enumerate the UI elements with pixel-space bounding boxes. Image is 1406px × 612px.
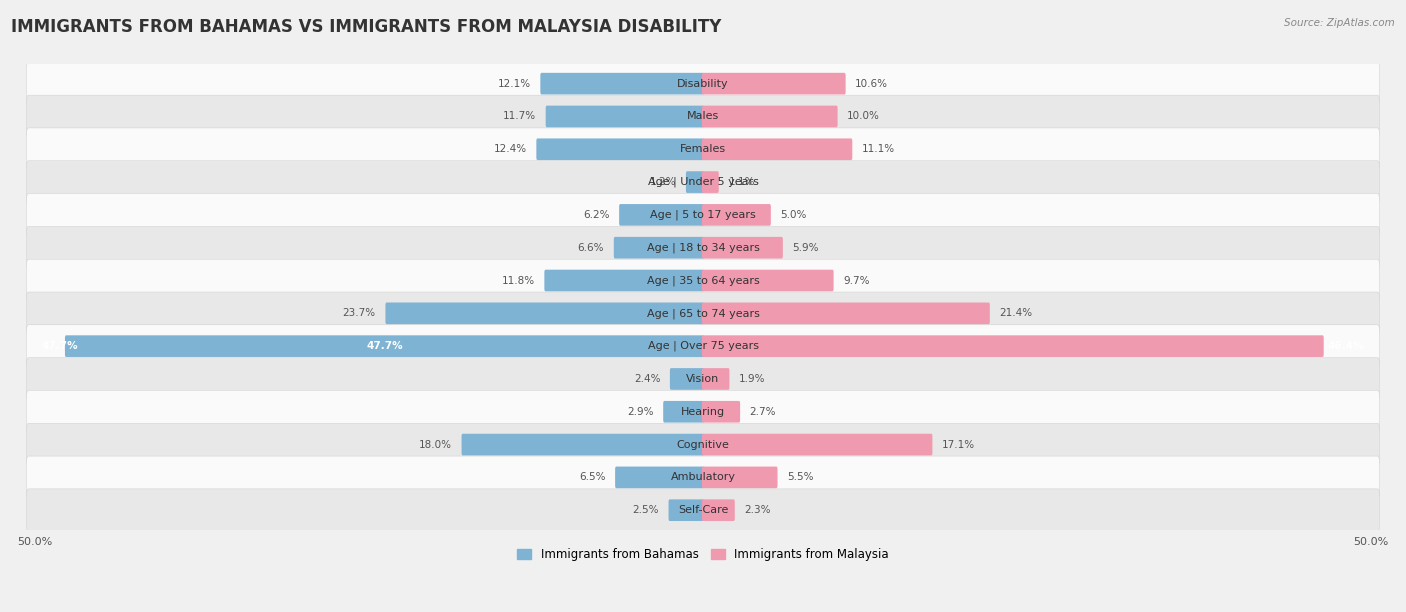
FancyBboxPatch shape (616, 466, 704, 488)
Text: 10.0%: 10.0% (848, 111, 880, 121)
Text: 5.5%: 5.5% (787, 472, 814, 482)
FancyBboxPatch shape (27, 259, 1379, 302)
FancyBboxPatch shape (664, 401, 704, 423)
FancyBboxPatch shape (546, 106, 704, 127)
Legend: Immigrants from Bahamas, Immigrants from Malaysia: Immigrants from Bahamas, Immigrants from… (513, 543, 893, 566)
FancyBboxPatch shape (27, 325, 1379, 367)
Text: 6.6%: 6.6% (578, 243, 605, 253)
Text: 9.7%: 9.7% (844, 275, 870, 286)
Text: 18.0%: 18.0% (419, 439, 451, 450)
Text: 2.7%: 2.7% (749, 407, 776, 417)
FancyBboxPatch shape (540, 73, 704, 94)
Text: 12.4%: 12.4% (494, 144, 527, 154)
Text: 21.4%: 21.4% (1000, 308, 1032, 318)
FancyBboxPatch shape (27, 62, 1379, 105)
FancyBboxPatch shape (27, 161, 1379, 203)
FancyBboxPatch shape (702, 237, 783, 258)
Text: 17.1%: 17.1% (942, 439, 976, 450)
FancyBboxPatch shape (27, 193, 1379, 236)
FancyBboxPatch shape (702, 302, 990, 324)
FancyBboxPatch shape (544, 270, 704, 291)
FancyBboxPatch shape (702, 204, 770, 226)
Text: Age | 18 to 34 years: Age | 18 to 34 years (647, 242, 759, 253)
FancyBboxPatch shape (702, 335, 1323, 357)
FancyBboxPatch shape (619, 204, 704, 226)
FancyBboxPatch shape (27, 95, 1379, 138)
Text: 2.5%: 2.5% (633, 505, 659, 515)
Text: Age | Over 75 years: Age | Over 75 years (648, 341, 758, 351)
Text: 23.7%: 23.7% (343, 308, 375, 318)
Text: Age | Under 5 years: Age | Under 5 years (648, 177, 758, 187)
FancyBboxPatch shape (27, 424, 1379, 466)
Text: 46.4%: 46.4% (1327, 341, 1364, 351)
Text: 11.1%: 11.1% (862, 144, 896, 154)
FancyBboxPatch shape (27, 292, 1379, 335)
FancyBboxPatch shape (27, 226, 1379, 269)
Text: Ambulatory: Ambulatory (671, 472, 735, 482)
Text: 2.3%: 2.3% (744, 505, 770, 515)
Text: IMMIGRANTS FROM BAHAMAS VS IMMIGRANTS FROM MALAYSIA DISABILITY: IMMIGRANTS FROM BAHAMAS VS IMMIGRANTS FR… (11, 18, 721, 36)
FancyBboxPatch shape (686, 171, 704, 193)
FancyBboxPatch shape (702, 106, 838, 127)
Text: 11.8%: 11.8% (502, 275, 534, 286)
FancyBboxPatch shape (668, 499, 704, 521)
Text: Males: Males (688, 111, 718, 121)
Text: 47.7%: 47.7% (366, 341, 402, 351)
Text: 6.2%: 6.2% (583, 210, 610, 220)
Text: Cognitive: Cognitive (676, 439, 730, 450)
Text: Vision: Vision (686, 374, 720, 384)
FancyBboxPatch shape (702, 270, 834, 291)
FancyBboxPatch shape (702, 466, 778, 488)
Text: 11.7%: 11.7% (503, 111, 536, 121)
FancyBboxPatch shape (614, 237, 704, 258)
Text: 2.4%: 2.4% (634, 374, 661, 384)
Text: Self-Care: Self-Care (678, 505, 728, 515)
FancyBboxPatch shape (27, 357, 1379, 400)
FancyBboxPatch shape (702, 368, 730, 390)
Text: Age | 65 to 74 years: Age | 65 to 74 years (647, 308, 759, 319)
FancyBboxPatch shape (27, 390, 1379, 433)
Text: 1.2%: 1.2% (650, 177, 676, 187)
FancyBboxPatch shape (702, 499, 735, 521)
FancyBboxPatch shape (702, 401, 740, 423)
Text: Age | 35 to 64 years: Age | 35 to 64 years (647, 275, 759, 286)
FancyBboxPatch shape (27, 456, 1379, 499)
FancyBboxPatch shape (702, 73, 845, 94)
FancyBboxPatch shape (27, 489, 1379, 532)
FancyBboxPatch shape (702, 171, 718, 193)
Text: 47.7%: 47.7% (42, 341, 79, 351)
Text: Source: ZipAtlas.com: Source: ZipAtlas.com (1284, 18, 1395, 28)
FancyBboxPatch shape (461, 434, 704, 455)
Text: 10.6%: 10.6% (855, 79, 889, 89)
Text: Disability: Disability (678, 79, 728, 89)
FancyBboxPatch shape (27, 128, 1379, 171)
Text: Females: Females (681, 144, 725, 154)
FancyBboxPatch shape (669, 368, 704, 390)
Text: Hearing: Hearing (681, 407, 725, 417)
FancyBboxPatch shape (702, 434, 932, 455)
Text: 5.9%: 5.9% (793, 243, 818, 253)
Text: 1.9%: 1.9% (740, 374, 765, 384)
Text: 5.0%: 5.0% (780, 210, 807, 220)
FancyBboxPatch shape (702, 138, 852, 160)
FancyBboxPatch shape (65, 335, 704, 357)
FancyBboxPatch shape (536, 138, 704, 160)
Text: 12.1%: 12.1% (498, 79, 530, 89)
FancyBboxPatch shape (385, 302, 704, 324)
Text: 2.9%: 2.9% (627, 407, 654, 417)
Text: 6.5%: 6.5% (579, 472, 606, 482)
Text: 1.1%: 1.1% (728, 177, 755, 187)
Text: Age | 5 to 17 years: Age | 5 to 17 years (650, 210, 756, 220)
